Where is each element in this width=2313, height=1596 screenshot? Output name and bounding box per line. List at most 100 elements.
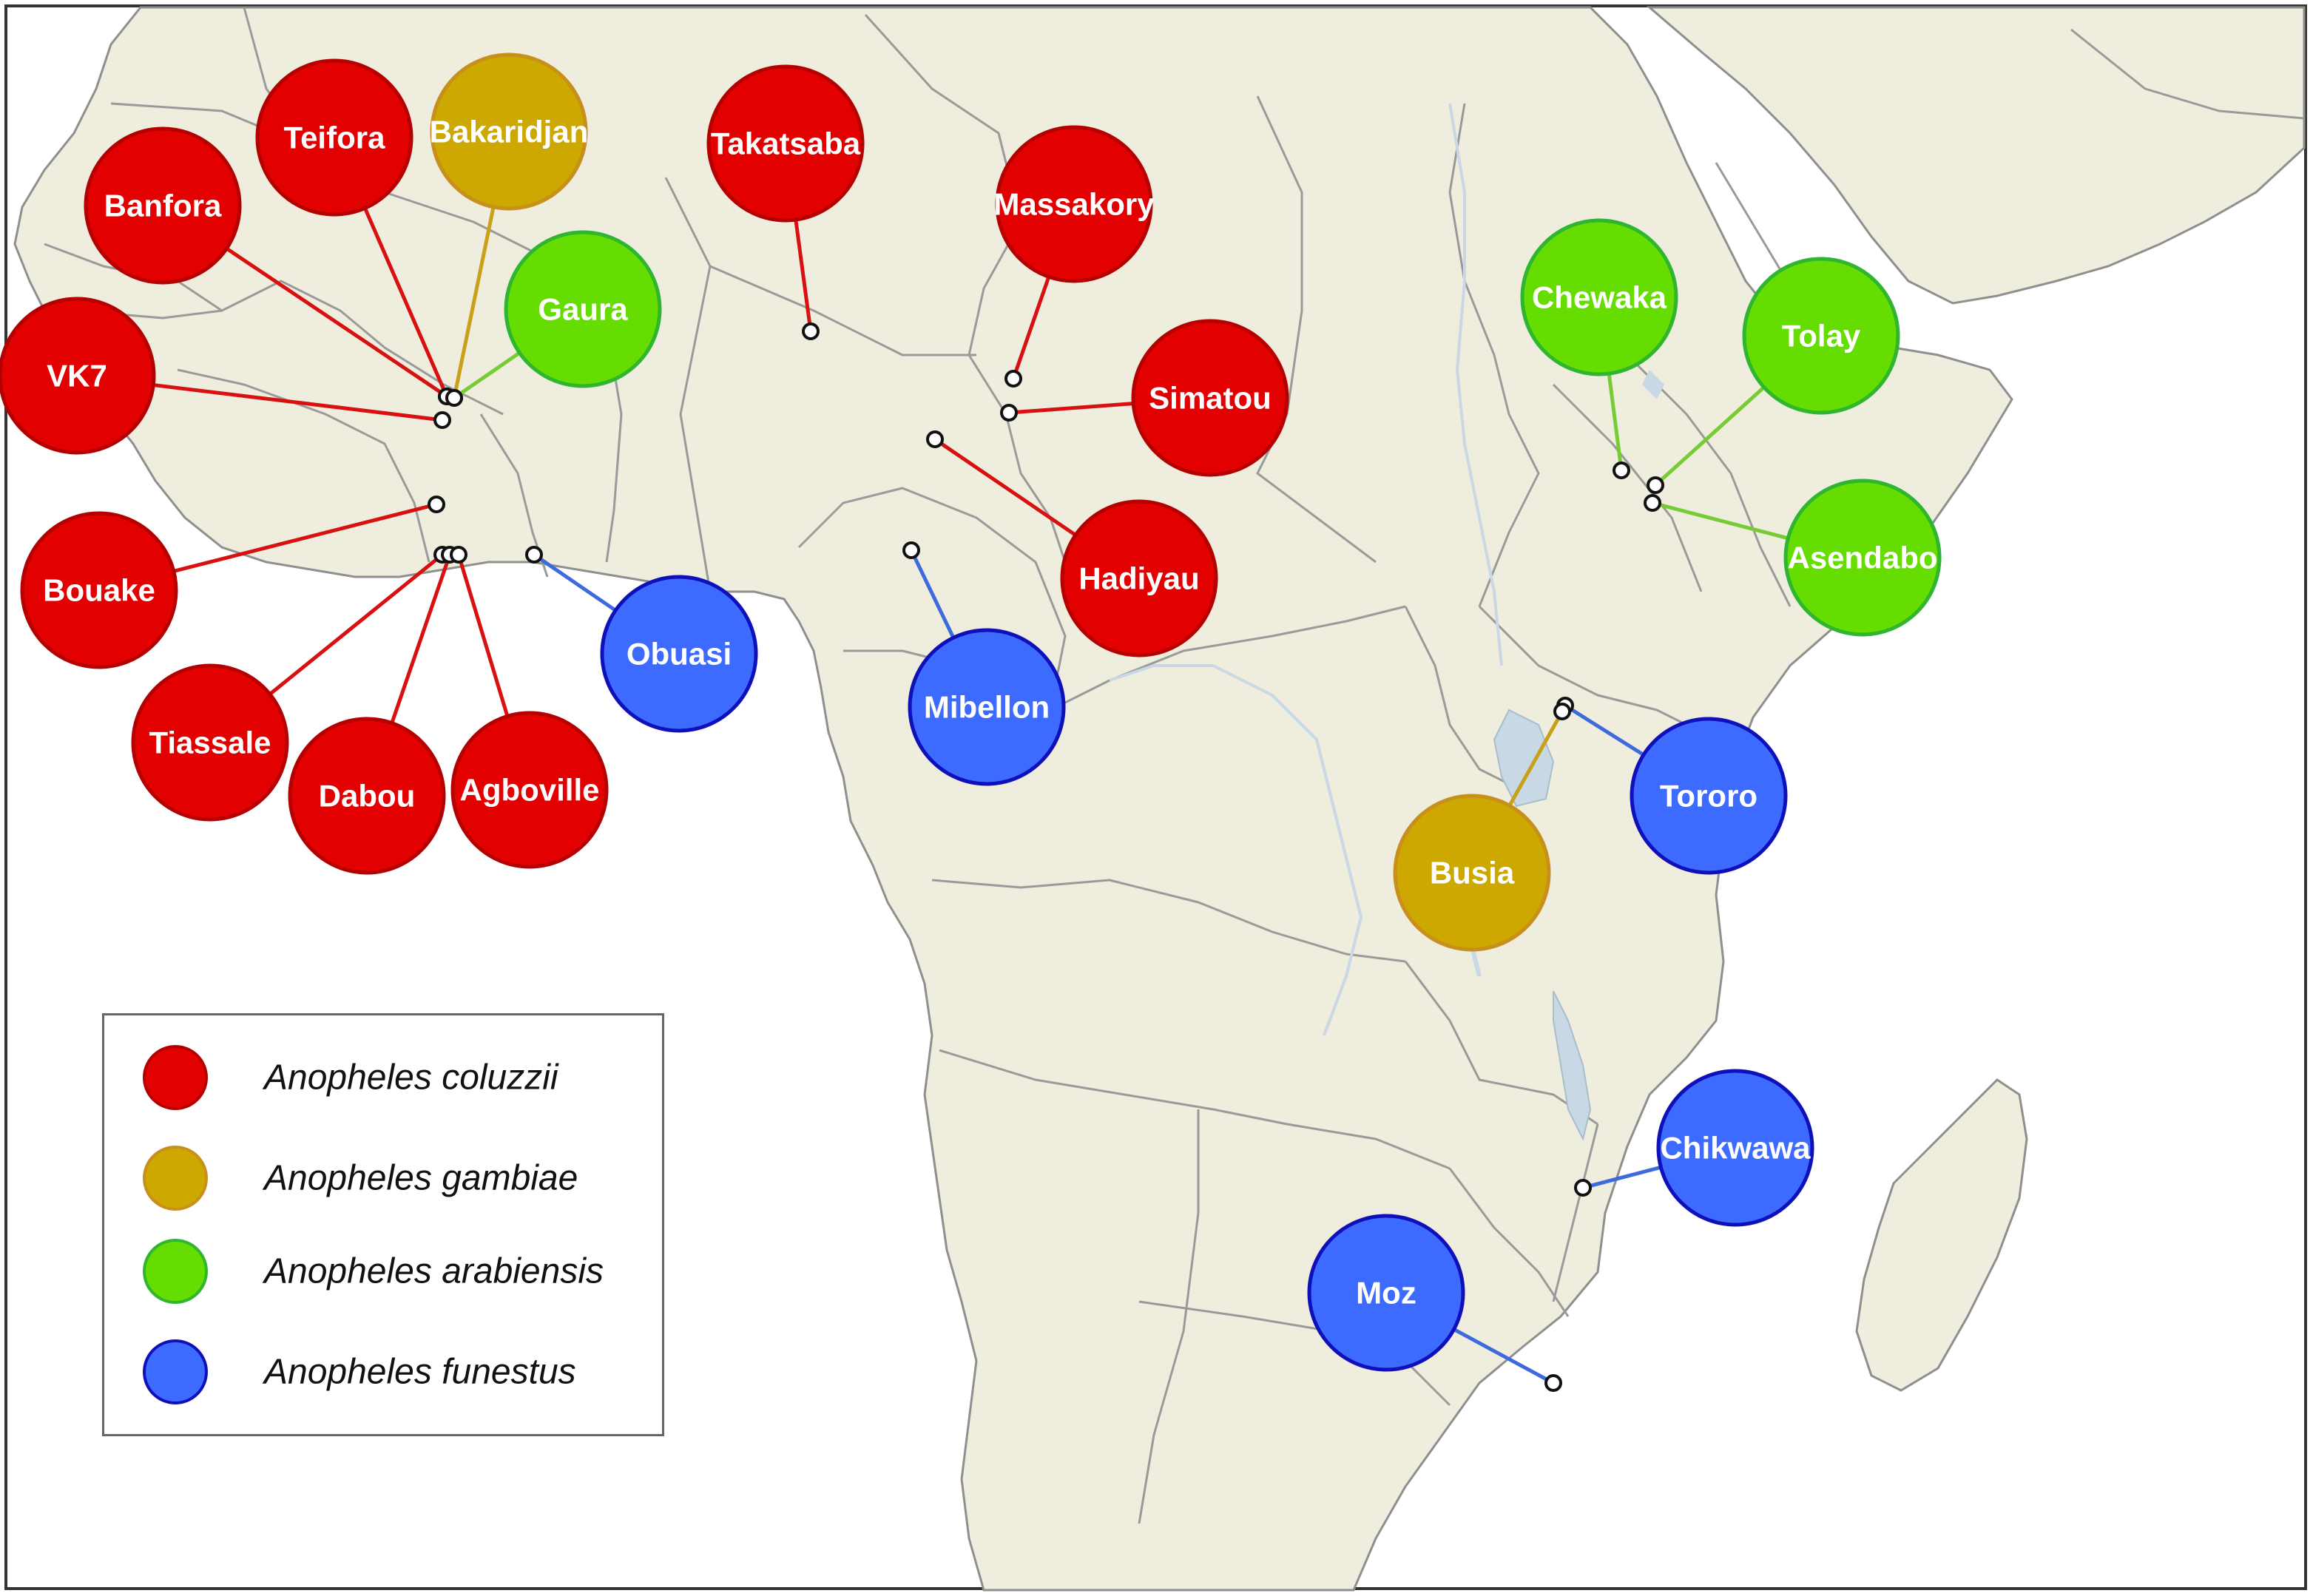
site-bubble-obuasi: Obuasi <box>600 575 758 733</box>
site-label-gaura: Gaura <box>538 292 628 327</box>
sample-point-simatou <box>1000 404 1018 422</box>
site-bubble-massakory: Massakory <box>993 125 1155 283</box>
site-label-chewaka: Chewaka <box>1532 280 1667 315</box>
site-label-teifora: Teifora <box>284 121 386 155</box>
site-bubble-banfora: Banfora <box>84 126 242 285</box>
sample-point-asendabo <box>1644 494 1661 512</box>
arabia-landmass <box>1646 6 2306 305</box>
site-bubble-moz: Moz <box>1307 1214 1465 1372</box>
madagascar-landmass <box>1855 1078 2028 1392</box>
site-circle-simatou <box>1131 319 1289 477</box>
site-bubble-bouake: Bouake <box>20 511 178 669</box>
legend-label-arabiensis: Anopheles arabiensis <box>264 1251 604 1291</box>
site-bubble-takatsaba: Takatsaba <box>706 64 865 223</box>
site-label-dabou: Dabou <box>319 779 416 814</box>
site-bubble-gaura: Gaura <box>504 230 662 388</box>
site-bubble-mibellon: Mibellon <box>908 628 1066 786</box>
sample-point-chewaka <box>1613 461 1630 479</box>
sample-point-takatsaba <box>802 322 820 340</box>
sample-point-massakory <box>1004 370 1022 388</box>
sample-point-vk7 <box>433 411 451 429</box>
site-bubble-simatou: Simatou <box>1131 319 1289 477</box>
site-label-moz: Moz <box>1356 1276 1416 1311</box>
site-label-busia: Busia <box>1430 856 1515 890</box>
site-label-tiassale: Tiassale <box>149 726 271 760</box>
sample-point-chikwawa <box>1574 1179 1592 1197</box>
site-circle-tororo <box>1630 717 1788 875</box>
sample-point-tolay <box>1647 476 1664 494</box>
country-borders <box>44 7 2305 1524</box>
legend-item-gambiae: Anopheles gambiae <box>143 1146 653 1220</box>
legend-label-coluzzii: Anopheles coluzzii <box>264 1058 558 1098</box>
site-circle-bakaridjan <box>430 53 588 211</box>
site-circle-teifora <box>255 58 413 217</box>
sample-point-agboville <box>450 546 467 564</box>
site-circle-chikwawa <box>1656 1069 1814 1227</box>
site-circle-tiassale <box>131 663 289 822</box>
sample-point-bouake <box>428 496 445 513</box>
site-bubble-teifora: Teifora <box>255 58 413 217</box>
site-label-agboville: Agboville <box>459 773 599 808</box>
site-bubble-hadiyau: Hadiyau <box>1060 499 1218 657</box>
site-label-simatou: Simatou <box>1149 381 1272 416</box>
site-circle-massakory <box>995 125 1153 283</box>
site-bubble-bakaridjan: Bakaridjan <box>430 53 588 211</box>
site-bubble-dabou: Dabou <box>288 717 446 875</box>
site-circle-obuasi <box>600 575 758 733</box>
site-bubble-tolay: Tolay <box>1742 257 1900 415</box>
site-label-vk7: VK7 <box>47 359 107 393</box>
site-label-takatsaba: Takatsaba <box>711 126 861 161</box>
legend-label-funestus: Anopheles funestus <box>264 1352 576 1392</box>
sample-point-busia <box>1553 703 1571 720</box>
sample-point-hadiyau <box>926 430 944 448</box>
site-circle-gaura <box>504 230 662 388</box>
land-layer <box>13 6 2306 1592</box>
site-circle-takatsaba <box>706 64 865 223</box>
site-circle-asendabo <box>1783 479 1942 637</box>
species-legend: Anopheles coluzzii Anopheles gambiae Ano… <box>102 1013 664 1436</box>
site-bubbles: Teifora Bakaridjan Banfora Gaura VK7 Bouake Ti… <box>0 53 1942 1372</box>
site-label-tororo: Tororo <box>1660 779 1757 814</box>
site-label-bouake: Bouake <box>43 573 155 608</box>
legend-swatch-arabiensis <box>143 1239 208 1304</box>
sample-point-obuasi <box>525 546 543 564</box>
site-circle-chewaka <box>1520 218 1678 376</box>
legend-swatch-coluzzii <box>143 1045 208 1110</box>
legend-item-coluzzii: Anopheles coluzzii <box>143 1045 653 1119</box>
site-circle-agboville <box>450 711 609 869</box>
site-circle-moz <box>1307 1214 1465 1372</box>
site-bubble-chikwawa: Chikwawa <box>1656 1069 1814 1227</box>
legend-swatch-gambiae <box>143 1146 208 1211</box>
site-bubble-vk7: VK7 <box>0 297 156 455</box>
site-circle-mibellon <box>908 628 1066 786</box>
sample-point-gaura <box>445 389 463 407</box>
site-circle-dabou <box>288 717 446 875</box>
site-bubble-asendabo: Asendabo <box>1783 479 1942 637</box>
site-label-chikwawa: Chikwawa <box>1660 1131 1811 1166</box>
site-label-hadiyau: Hadiyau <box>1078 561 1199 596</box>
legend-item-arabiensis: Anopheles arabiensis <box>143 1239 653 1313</box>
legend-swatch-funestus <box>143 1339 208 1404</box>
legend-label-gambiae: Anopheles gambiae <box>264 1158 578 1198</box>
site-bubble-agboville: Agboville <box>450 711 609 869</box>
site-bubble-tororo: Tororo <box>1630 717 1788 875</box>
site-circle-tolay <box>1742 257 1900 415</box>
site-markers <box>428 322 1664 1392</box>
site-label-asendabo: Asendabo <box>1787 541 1937 575</box>
site-circle-bouake <box>20 511 178 669</box>
site-label-banfora: Banfora <box>104 189 222 223</box>
site-bubble-tiassale: Tiassale <box>131 663 289 822</box>
site-label-tolay: Tolay <box>1782 319 1861 354</box>
sample-point-mibellon <box>902 541 920 559</box>
site-circle-hadiyau <box>1060 499 1218 657</box>
sample-point-moz <box>1544 1374 1562 1392</box>
legend-item-funestus: Anopheles funestus <box>143 1339 653 1413</box>
site-label-obuasi: Obuasi <box>627 637 732 672</box>
site-label-mibellon: Mibellon <box>924 690 1050 725</box>
site-label-massakory: Massakory <box>993 187 1155 222</box>
site-circle-banfora <box>84 126 242 285</box>
site-circle-vk7 <box>0 297 156 455</box>
site-bubble-busia: Busia <box>1393 794 1551 952</box>
site-circle-busia <box>1393 794 1551 952</box>
